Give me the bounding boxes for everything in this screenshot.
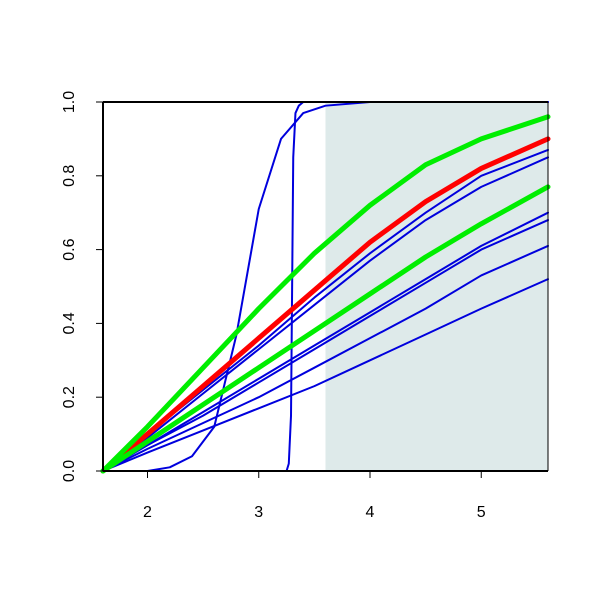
series-line-5 [102, 156, 549, 472]
series-line-1 [100, 136, 551, 474]
y-tick-label: 0.6 [61, 238, 78, 260]
x-tick-label: 5 [477, 504, 486, 521]
axis-layer: 2 3 4 5 0.0 0.2 0.4 0.6 0.8 1.0 [61, 91, 549, 521]
series-layer [100, 101, 551, 474]
series-line-9 [102, 278, 549, 472]
series-line-6 [102, 211, 549, 472]
series-line-8 [102, 244, 549, 472]
x-tick-label: 4 [366, 504, 375, 521]
series-line-3 [100, 184, 551, 474]
series-line-7 [102, 219, 549, 472]
y-tick-label: 0.2 [61, 386, 78, 408]
y-tick-label: 0.4 [61, 312, 78, 334]
y-tick-label: 0.8 [61, 165, 78, 187]
y-tick-label: 0.0 [61, 460, 78, 482]
x-tick-label: 2 [143, 504, 152, 521]
x-tick-label: 3 [254, 504, 263, 521]
y-tick-label: 1.0 [61, 91, 78, 113]
series-line-2 [100, 114, 551, 474]
